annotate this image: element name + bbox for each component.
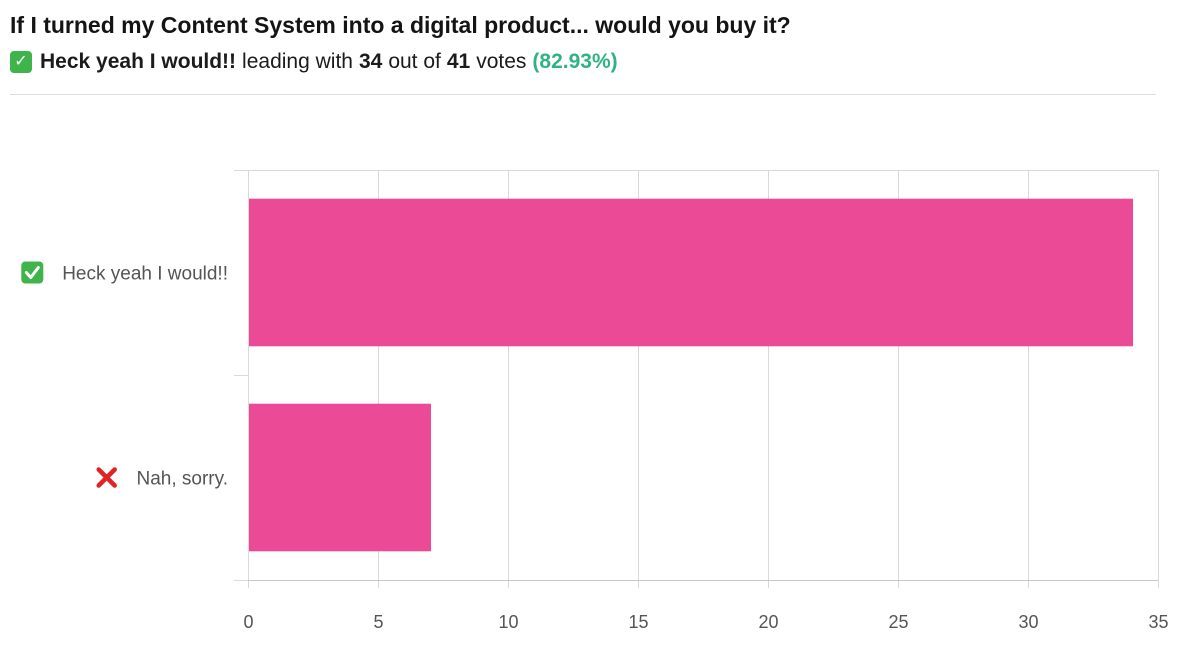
x-tick-label: 20	[758, 612, 778, 632]
leader-votes: 34	[358, 50, 383, 73]
total-votes: 41	[446, 50, 471, 73]
x-tick-label: 25	[888, 612, 908, 632]
bar-heck-yeah	[249, 198, 1133, 347]
x-tick-label: 30	[1018, 612, 1038, 632]
leader-percent: (82.93%)	[532, 50, 618, 73]
x-tick-label: 0	[243, 612, 253, 632]
category-labels: Heck yeah I would!! Nah, sorry.	[21, 261, 228, 490]
x-tick-label: 10	[498, 612, 518, 632]
divider	[10, 94, 1156, 95]
leading-text: leading with	[242, 50, 353, 73]
check-mark-icon	[21, 261, 44, 284]
x-axis-tick-labels: 0 5 10 15 20 25 30 35	[243, 612, 1168, 632]
bar-nah-sorry	[249, 403, 431, 552]
poll-title: If I turned my Content System into a dig…	[10, 12, 791, 38]
x-tick-label: 5	[373, 612, 383, 632]
x-tick-label: 15	[628, 612, 648, 632]
votes-text: votes	[476, 50, 527, 73]
category-label: Heck yeah I would!!	[62, 264, 228, 285]
bars	[249, 198, 1133, 552]
leader-label: Heck yeah I would!!	[40, 50, 237, 73]
check-mark-icon: ✓	[10, 51, 32, 73]
poll-summary: ✓ Heck yeah I would!! leading with 34 ou…	[10, 50, 618, 74]
category-label: Nah, sorry.	[136, 469, 228, 490]
cross-mark-icon	[96, 467, 117, 488]
out-of-text: out of	[388, 50, 441, 73]
x-tick-label: 35	[1148, 612, 1168, 632]
